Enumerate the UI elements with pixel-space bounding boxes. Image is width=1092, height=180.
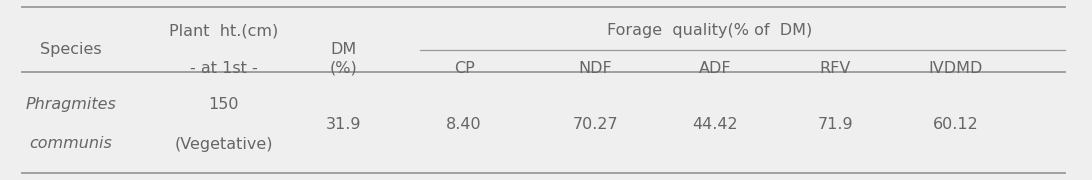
Text: communis: communis	[29, 136, 112, 152]
Text: Forage  quality(% of  DM): Forage quality(% of DM)	[607, 23, 812, 38]
Text: (%): (%)	[330, 61, 358, 76]
Text: 60.12: 60.12	[933, 117, 978, 132]
Text: Species: Species	[40, 42, 102, 57]
Text: RFV: RFV	[820, 61, 851, 76]
Text: - at 1st -: - at 1st -	[190, 61, 258, 76]
Text: 44.42: 44.42	[692, 117, 738, 132]
Text: 150: 150	[209, 97, 239, 112]
Text: (Vegetative): (Vegetative)	[175, 136, 273, 152]
Text: ADF: ADF	[699, 61, 732, 76]
Text: 8.40: 8.40	[447, 117, 482, 132]
Text: IVDMD: IVDMD	[928, 61, 983, 76]
Text: CP: CP	[453, 61, 475, 76]
Text: 70.27: 70.27	[572, 117, 618, 132]
Text: NDF: NDF	[579, 61, 612, 76]
Text: Plant  ht.(cm): Plant ht.(cm)	[169, 23, 278, 38]
Text: Phragmites: Phragmites	[25, 97, 117, 112]
Text: 71.9: 71.9	[818, 117, 853, 132]
Text: 31.9: 31.9	[327, 117, 361, 132]
Text: DM: DM	[331, 42, 357, 57]
